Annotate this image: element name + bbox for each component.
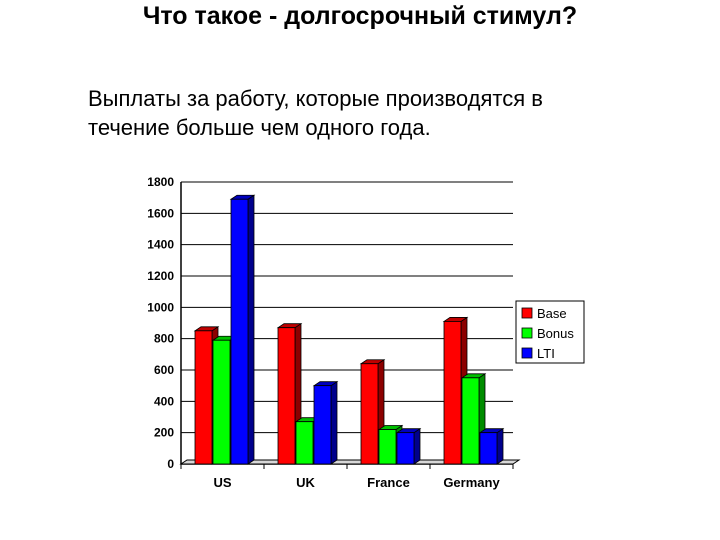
bar-side [496, 427, 504, 465]
legend-swatch [521, 347, 533, 359]
bar-side [247, 194, 255, 465]
y-tick-label: 1800 [147, 175, 174, 189]
legend-swatch [521, 307, 533, 319]
bar [443, 321, 462, 465]
y-tick-label: 1000 [147, 300, 174, 314]
y-tick-label: 400 [154, 394, 174, 408]
bar-side [413, 427, 421, 465]
legend-label: Bonus [537, 326, 574, 341]
x-category-label: US [213, 475, 231, 490]
bar [461, 377, 480, 465]
y-tick-label: 1600 [147, 206, 174, 220]
legend-label: Base [537, 306, 567, 321]
y-tick-label: 1200 [147, 269, 174, 283]
x-category-label: UK [296, 475, 315, 490]
legend-swatch [521, 327, 533, 339]
bar [378, 429, 397, 465]
bar [313, 385, 332, 465]
bar [194, 330, 213, 465]
legend-label: LTI [537, 346, 555, 361]
y-tick-label: 0 [167, 457, 174, 471]
y-tick-label: 600 [154, 363, 174, 377]
bar [479, 432, 498, 465]
bar-side [330, 380, 338, 465]
x-category-label: Germany [443, 475, 500, 490]
slide-text: Выплаты за работу, которые производятся … [88, 86, 543, 140]
bar [230, 198, 249, 465]
slide-title: Что такое - долгосрочный стимул? [142, 2, 578, 30]
x-category-label: France [367, 475, 410, 490]
bar [212, 339, 231, 465]
bar [360, 363, 379, 465]
bar [295, 421, 314, 465]
bar [277, 327, 296, 465]
y-tick-label: 200 [154, 426, 174, 440]
y-tick-label: 800 [154, 332, 174, 346]
y-tick-label: 1400 [147, 238, 174, 252]
bar [396, 432, 415, 465]
